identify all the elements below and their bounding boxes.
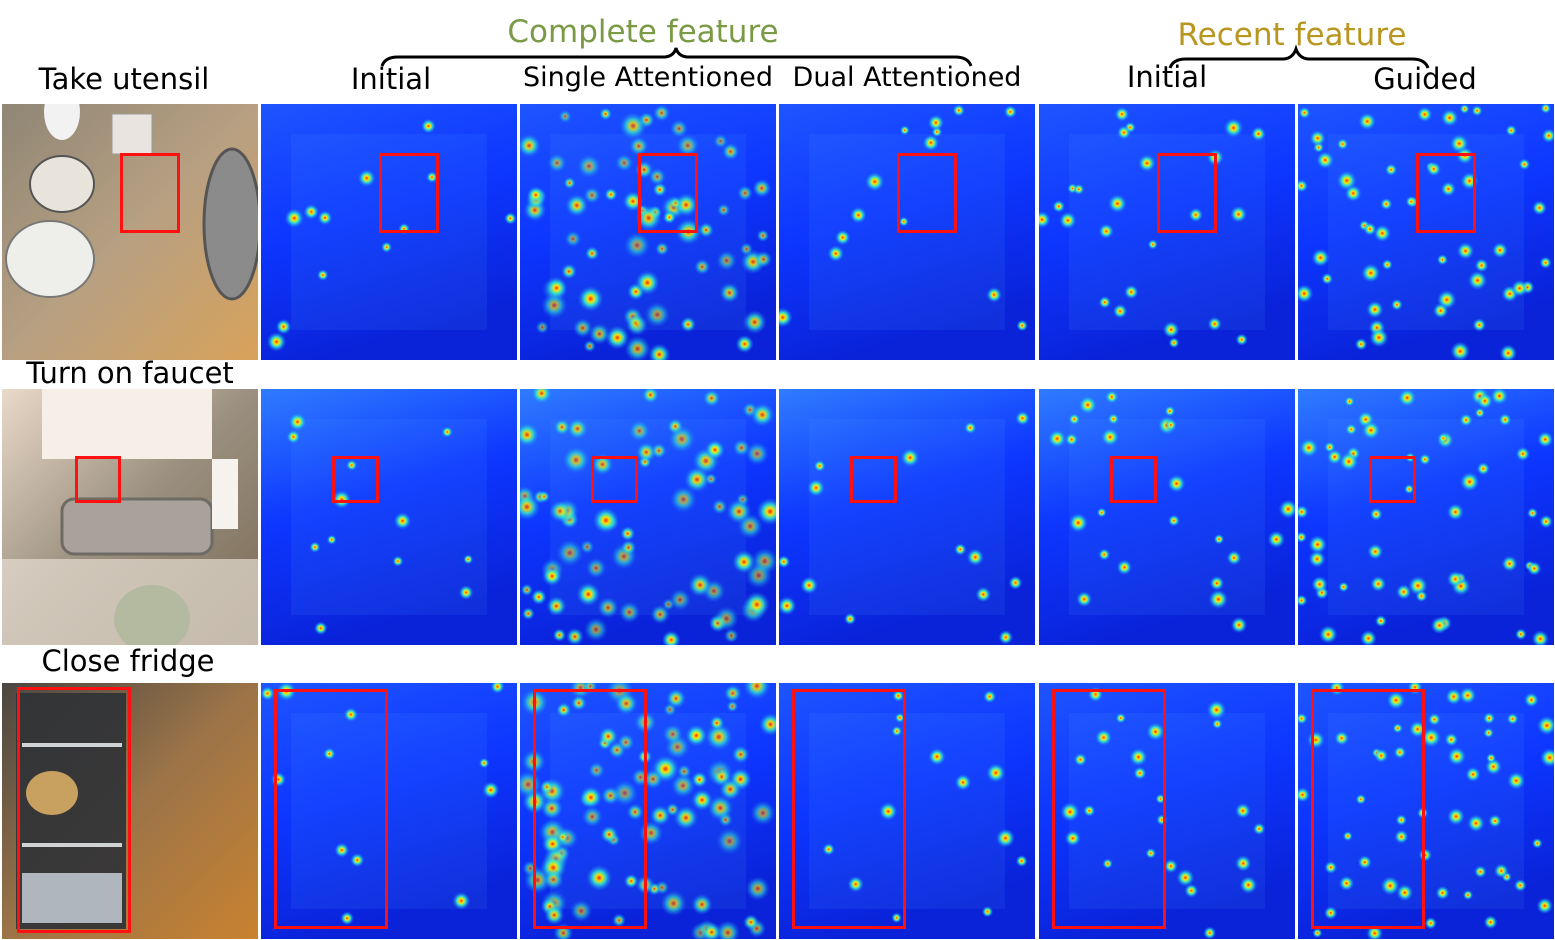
heatmap-take-utensil-initial-complete (261, 104, 517, 360)
column-label-initial-recent: Initial (1126, 60, 1208, 94)
heatmap-close-fridge-initial-recent (1039, 683, 1295, 939)
heatmap-close-fridge-single-attentioned (520, 683, 776, 939)
bounding-box (332, 456, 379, 503)
bounding-box (1369, 456, 1416, 503)
photo-turn-on-faucet (2, 389, 258, 645)
bounding-box (533, 689, 647, 929)
heatmap-close-fridge-guided (1298, 683, 1554, 939)
bounding-box (1052, 689, 1166, 929)
bounding-box (850, 456, 897, 503)
row-label-close-fridge: Close fridge (41, 644, 215, 678)
bounding-box (591, 456, 638, 503)
bounding-box (1311, 689, 1425, 929)
heatmap-take-utensil-guided (1298, 104, 1554, 360)
bounding-box (75, 456, 121, 503)
bounding-box (638, 153, 698, 233)
bounding-box (1110, 456, 1157, 503)
bounding-box (120, 153, 180, 233)
column-label-initial-complete: Initial (350, 62, 432, 96)
complete-feature-title: Complete feature (507, 14, 779, 50)
bounding-box (379, 153, 439, 233)
heatmap-take-utensil-dual-attentioned (779, 104, 1035, 360)
heatmap-close-fridge-dual-attentioned (779, 683, 1035, 939)
photo-close-fridge (2, 683, 258, 939)
recent-feature-title: Recent feature (1177, 17, 1407, 53)
heatmap-turn-on-faucet-initial-recent (1039, 389, 1295, 645)
heatmap-turn-on-faucet-initial-complete (261, 389, 517, 645)
row-label-take-utensil: Take utensil (38, 62, 210, 96)
heatmap-take-utensil-initial-recent (1039, 104, 1295, 360)
bounding-box (1157, 153, 1217, 233)
column-label-dual-attentioned: Dual Attentioned (792, 62, 1022, 93)
recent-feature-brace (1168, 44, 1430, 69)
bounding-box (274, 689, 388, 929)
bounding-box (17, 687, 131, 933)
photo-take-utensil (2, 104, 258, 360)
heatmap-close-fridge-initial-complete (261, 683, 517, 939)
complete-feature-brace (380, 47, 973, 67)
heatmap-turn-on-faucet-guided (1298, 389, 1554, 645)
bounding-box (897, 153, 957, 233)
heatmap-take-utensil-single-attentioned (520, 104, 776, 360)
column-label-guided: Guided (1373, 62, 1477, 96)
heatmap-turn-on-faucet-dual-attentioned (779, 389, 1035, 645)
heatmap-turn-on-faucet-single-attentioned (520, 389, 776, 645)
bounding-box (1416, 153, 1476, 233)
column-label-single-attentioned: Single Attentioned (523, 62, 773, 93)
bounding-box (792, 689, 906, 929)
row-label-turn-on-faucet: Turn on faucet (26, 356, 234, 390)
